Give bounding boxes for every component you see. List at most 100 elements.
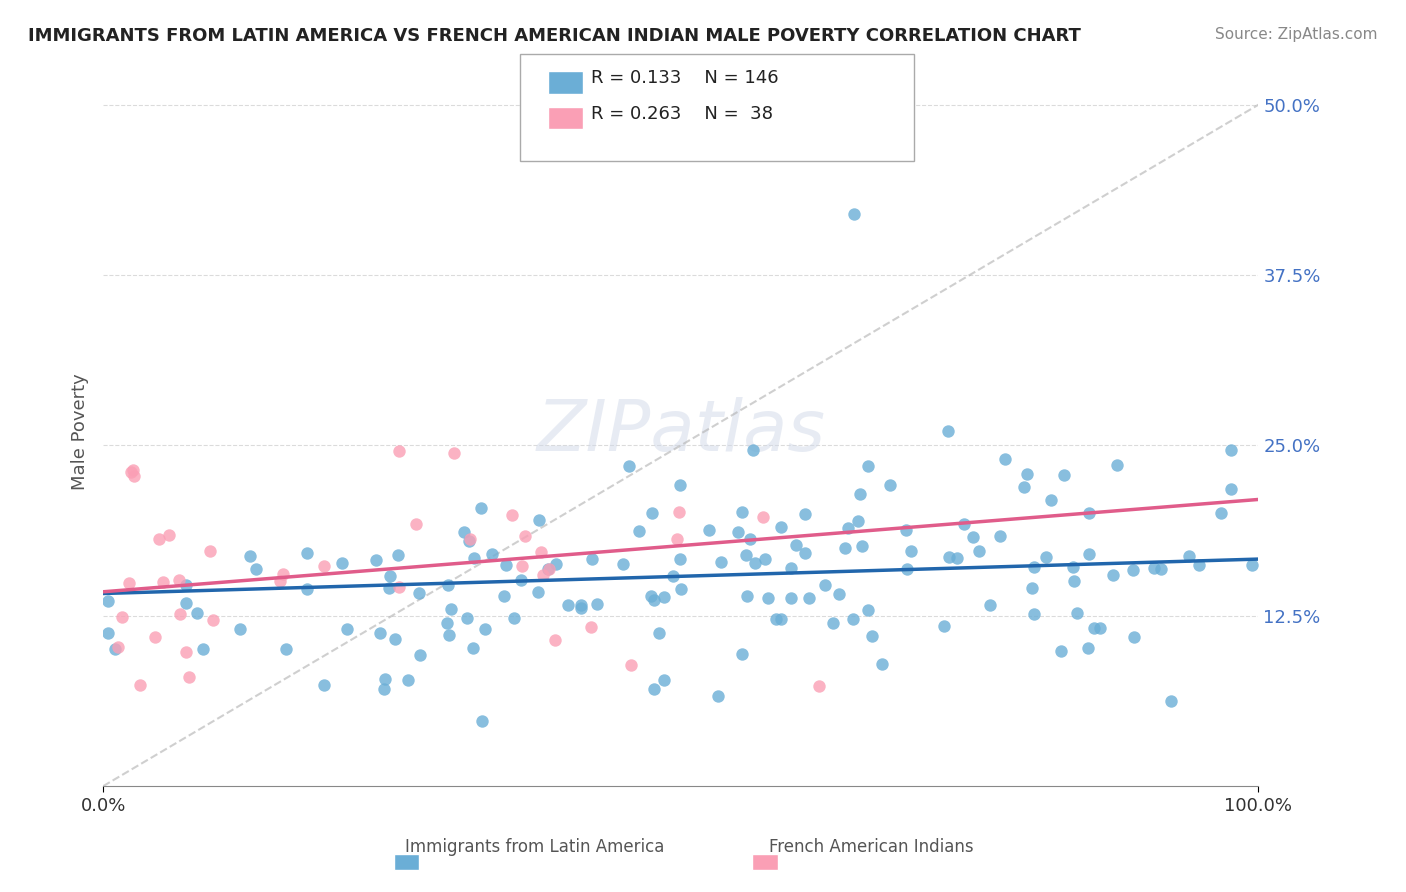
Point — [437, 627, 460, 641]
Point — [846, 514, 869, 528]
Point — [932, 618, 955, 632]
Point — [731, 648, 754, 662]
Point — [793, 546, 815, 560]
Point — [526, 585, 548, 599]
Point — [1035, 549, 1057, 564]
Point — [727, 524, 749, 539]
Text: R = 0.133    N = 146: R = 0.133 N = 146 — [591, 70, 778, 87]
Point — [669, 582, 692, 596]
Point — [794, 508, 817, 522]
Point — [967, 543, 990, 558]
Point — [669, 478, 692, 492]
Point — [1143, 561, 1166, 575]
Point — [378, 569, 401, 583]
Point — [780, 560, 803, 574]
Point — [979, 599, 1001, 613]
Point — [274, 641, 297, 656]
Point — [612, 557, 634, 571]
Point — [186, 606, 208, 620]
Point — [752, 509, 775, 524]
Point — [388, 443, 411, 458]
Point — [117, 575, 139, 590]
Y-axis label: Male Poverty: Male Poverty — [72, 374, 89, 491]
Point — [780, 591, 803, 605]
Point — [245, 562, 267, 576]
Point — [368, 625, 391, 640]
Text: French American Indians: French American Indians — [769, 838, 974, 856]
Point — [1220, 483, 1243, 497]
Point — [159, 528, 181, 542]
Point — [1211, 507, 1233, 521]
Point — [842, 207, 865, 221]
Point — [799, 591, 821, 606]
Point — [1017, 467, 1039, 481]
Point — [1077, 506, 1099, 520]
Point — [453, 525, 475, 540]
Point — [1021, 581, 1043, 595]
Point — [174, 596, 197, 610]
Point — [821, 615, 844, 630]
Point — [744, 557, 766, 571]
Point — [641, 506, 664, 520]
Text: R = 0.263    N =  38: R = 0.263 N = 38 — [591, 105, 772, 123]
Point — [770, 520, 793, 534]
Point — [104, 641, 127, 656]
Point — [510, 558, 533, 573]
Point — [373, 682, 395, 697]
Point — [388, 580, 411, 594]
Point — [828, 586, 851, 600]
Point — [437, 578, 460, 592]
Text: IMMIGRANTS FROM LATIN AMERICA VS FRENCH AMERICAN INDIAN MALE POVERTY CORRELATION: IMMIGRANTS FROM LATIN AMERICA VS FRENCH … — [28, 27, 1081, 45]
Point — [1076, 640, 1098, 655]
Point — [735, 548, 758, 562]
Point — [662, 569, 685, 583]
Point — [461, 641, 484, 656]
Point — [239, 549, 262, 563]
Point — [640, 589, 662, 603]
Point — [1088, 621, 1111, 635]
Point — [1188, 558, 1211, 572]
Text: Source: ZipAtlas.com: Source: ZipAtlas.com — [1215, 27, 1378, 42]
Point — [879, 478, 901, 492]
Point — [643, 682, 665, 697]
Point — [834, 541, 856, 556]
Point — [652, 590, 675, 604]
Point — [785, 538, 807, 552]
Point — [495, 558, 517, 572]
Point — [128, 678, 150, 692]
Point — [1050, 644, 1073, 658]
Point — [731, 504, 754, 518]
Point — [569, 598, 592, 612]
Point — [202, 614, 225, 628]
Point — [443, 446, 465, 460]
Point — [707, 689, 730, 703]
Point — [851, 539, 873, 553]
Point — [440, 601, 463, 615]
Point — [1107, 458, 1129, 473]
Point — [169, 607, 191, 621]
Point — [544, 632, 567, 647]
Point — [97, 626, 120, 640]
Point — [849, 487, 872, 501]
Point — [856, 603, 879, 617]
Point — [770, 612, 793, 626]
Point — [503, 610, 526, 624]
Point — [938, 550, 960, 565]
Point — [581, 620, 603, 634]
Text: Immigrants from Latin America: Immigrants from Latin America — [405, 838, 664, 856]
Point — [1150, 562, 1173, 576]
Point — [643, 593, 665, 607]
Point — [1053, 468, 1076, 483]
Point — [474, 623, 496, 637]
Point — [1022, 607, 1045, 621]
Point — [409, 648, 432, 662]
Point — [336, 622, 359, 636]
Point — [872, 657, 894, 672]
Point — [531, 568, 554, 582]
Point — [494, 589, 516, 603]
Point — [666, 532, 689, 546]
Point — [936, 424, 959, 438]
Point — [405, 517, 427, 532]
Point — [387, 548, 409, 562]
Point — [586, 597, 609, 611]
